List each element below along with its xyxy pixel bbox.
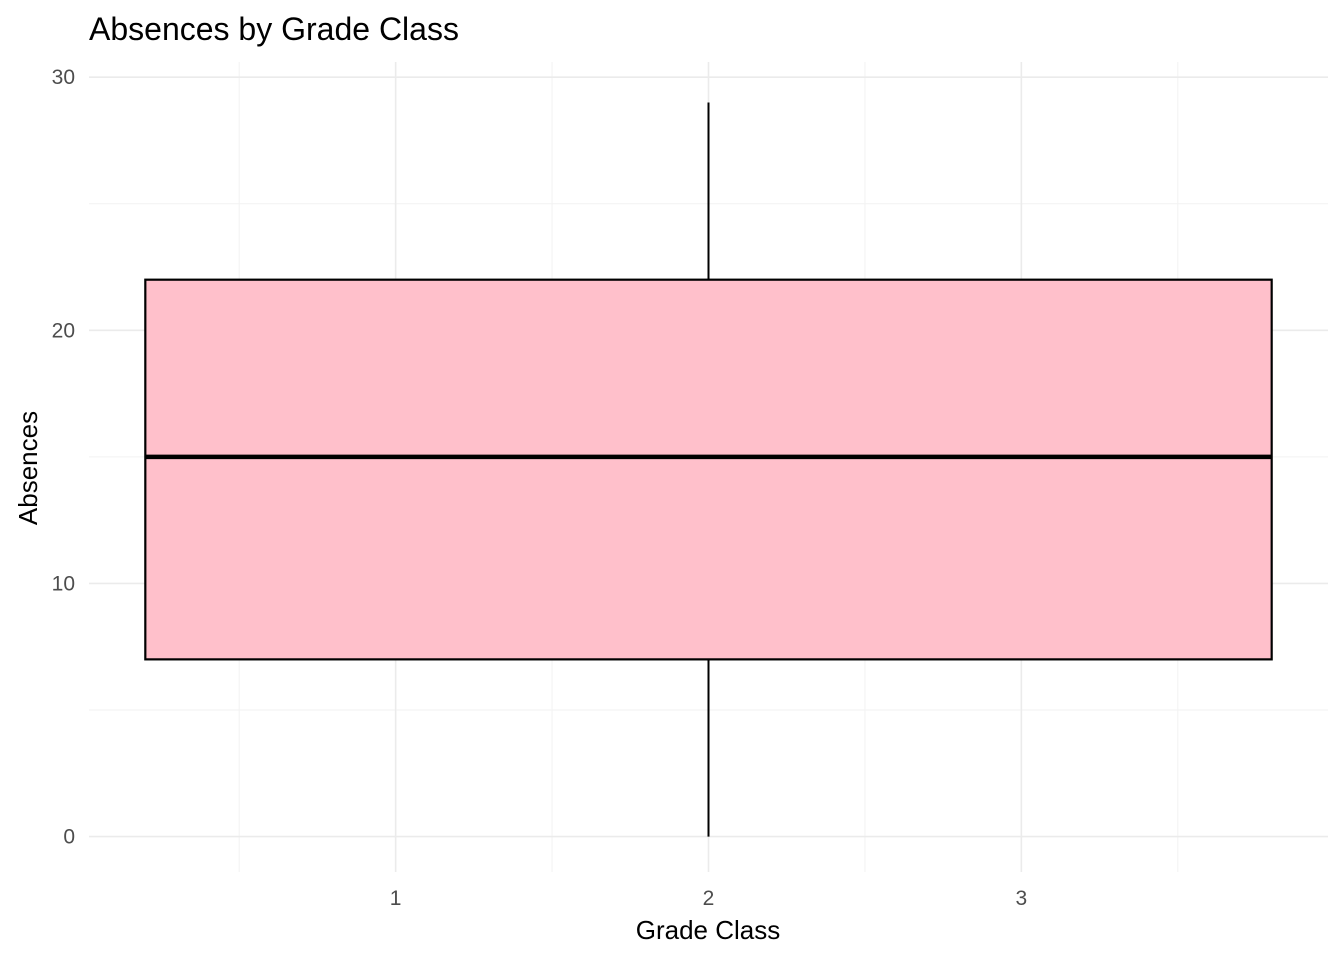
x-axis-title: Grade Class xyxy=(636,915,781,945)
y-tick-label: 0 xyxy=(63,826,75,849)
y-tick-label: 20 xyxy=(52,319,75,342)
y-tick-label: 10 xyxy=(52,572,75,595)
interquartile-box xyxy=(144,278,1273,661)
x-tick-label: 3 xyxy=(1016,887,1028,910)
x-tick-label: 1 xyxy=(390,887,402,910)
x-tick-label: 2 xyxy=(703,887,715,910)
y-axis-title: Absences xyxy=(13,411,43,525)
y-axis-tick-labels: 0 10 20 30 xyxy=(52,66,75,848)
x-axis-tick-labels: 1 2 3 xyxy=(390,887,1027,910)
y-tick-label: 30 xyxy=(52,66,75,89)
chart-title: Absences by Grade Class xyxy=(89,11,459,47)
